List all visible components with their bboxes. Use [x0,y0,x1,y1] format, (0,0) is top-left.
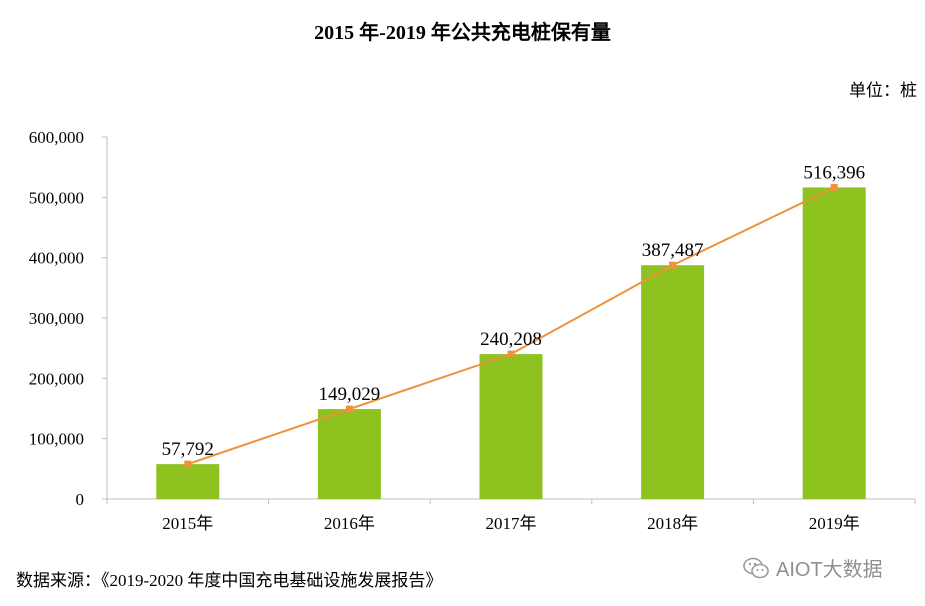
trend-marker [345,405,353,413]
y-tick-label: 500,000 [29,188,84,207]
y-tick-label: 600,000 [29,128,84,147]
chart-title: 2015 年-2019 年公共充电桩保有量 [314,22,611,44]
x-tick-label: 2019年 [809,514,860,533]
x-tick-label: 2017年 [486,514,537,533]
trend-marker [830,183,838,191]
x-tick-label: 2016年 [324,514,375,533]
watermark: AIOT大数据 [742,553,883,582]
bar [156,464,220,499]
bar-line-chart: 0 100,000 200,000 300,000 400,000 500,000 600,… [29,128,916,533]
data-source-note: 数据来源：《2019-2020 年度中国充电基础设施发展报告》 [16,571,443,590]
x-tick-label: 2015年 [162,514,213,533]
data-label: 57,792 [162,439,214,460]
trend-marker [184,460,192,468]
data-label: 387,487 [642,240,704,261]
x-tick-label: 2018年 [647,514,698,533]
trend-line [184,183,838,468]
data-label: 240,208 [480,329,542,350]
trend-marker [507,350,515,358]
y-tick-label: 400,000 [29,249,84,268]
unit-label: 单位：桩 [849,81,917,100]
y-tick-label: 100,000 [29,430,84,449]
wechat-icon [743,557,769,578]
bar [479,354,543,499]
y-tick-label: 300,000 [29,309,84,328]
axes: 0 100,000 200,000 300,000 400,000 500,000 600,… [29,128,916,533]
bar [317,409,381,499]
bar [641,265,705,499]
y-tick-label: 200,000 [29,369,84,388]
watermark-text: AIOT大数据 [776,559,883,581]
data-label: 516,396 [803,162,865,183]
data-label: 149,029 [319,384,381,405]
bar [802,187,866,499]
trend-marker [669,261,677,269]
data-labels: 57,792 149,029 240,208 387,487 516,396 [162,162,865,460]
y-tick-label: 0 [76,490,85,509]
bars [156,187,866,499]
